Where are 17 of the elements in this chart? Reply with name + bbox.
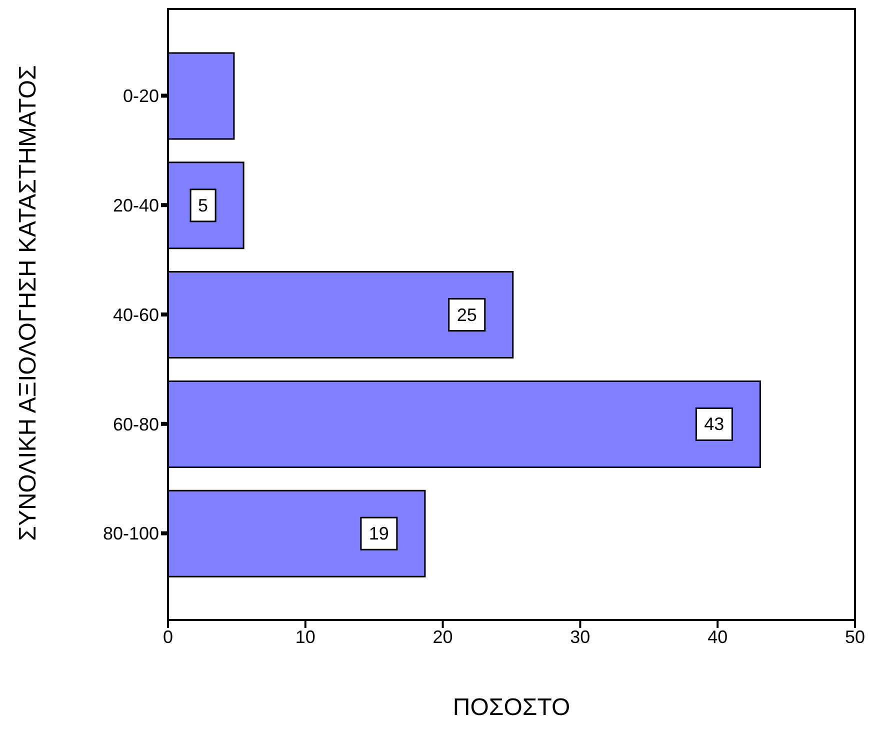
data-label: 5 — [198, 195, 208, 216]
data-label: 25 — [456, 304, 477, 325]
x-tick-label: 0 — [162, 626, 174, 647]
y-axis-title: ΣΥΝΟΛΙΚΗ ΑΞΙΟΛΟΓΗΣΗ ΚΑΤΑΣΤΗΜΑΤΟΣ — [14, 65, 42, 541]
y-tick-label: 0-20 — [122, 86, 159, 106]
x-tick-label: 40 — [708, 626, 728, 647]
x-tick-label: 50 — [844, 626, 866, 647]
x-tick-label: 20 — [432, 626, 453, 647]
y-tick-label: 40-60 — [112, 304, 159, 325]
x-tick-label: 10 — [295, 626, 316, 647]
y-tick-label: 20-40 — [112, 195, 159, 216]
y-tick-label: 80-100 — [102, 524, 159, 544]
y-tick-label: 60-80 — [112, 414, 159, 434]
data-label: 43 — [704, 414, 724, 434]
data-label: 19 — [368, 524, 389, 544]
x-axis-title: ΠΟΣΟΣΤΟ — [452, 694, 570, 721]
x-tick-label: 30 — [570, 626, 590, 647]
